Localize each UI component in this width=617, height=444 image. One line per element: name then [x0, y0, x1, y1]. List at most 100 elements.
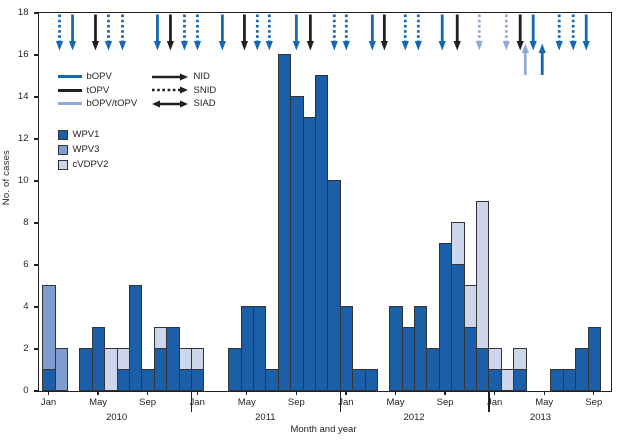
bar-segment-wpv1 — [277, 54, 292, 391]
bar-segment-wpv1 — [562, 369, 577, 391]
campaign-arrows-layer — [55, 14, 590, 75]
bar-segment-wpv3 — [42, 285, 56, 370]
x-tick — [246, 391, 248, 395]
y-tick-label: 8 — [23, 217, 29, 228]
bar-segment-wpv1 — [240, 306, 254, 391]
campaign-arrow-bOPV-SNID — [193, 14, 201, 51]
legend-item-siad: SIAD — [151, 97, 217, 111]
y-tick — [33, 348, 38, 350]
bar-segment-wpv1 — [129, 285, 143, 391]
bar-segment-cvdpv2 — [191, 348, 205, 370]
bar-segment-wpv1 — [513, 369, 527, 391]
y-tick — [33, 12, 38, 14]
x-tick-label: Jan — [486, 397, 503, 408]
bar-segment-wpv1 — [228, 348, 242, 391]
legend-item-bopv-topv: bOPV/tOPV — [57, 97, 137, 111]
campaign-arrow-tOPV-NID — [166, 14, 174, 51]
y-tick — [33, 96, 38, 98]
bar-segment-wpv1 — [166, 327, 180, 391]
y-tick-label: 18 — [17, 7, 29, 18]
y-tick-label: 14 — [17, 91, 29, 102]
campaign-arrow-bOPV-SNID — [555, 14, 563, 51]
bar-segment-wpv1 — [401, 327, 416, 391]
bar-segment-wpv1 — [91, 327, 106, 391]
campaign-arrow-bOPV-NID — [292, 14, 300, 51]
campaign-arrow-bOPV-NID — [153, 14, 161, 51]
legend-line-swatch — [57, 88, 82, 92]
x-tick — [494, 391, 496, 395]
year-separator — [339, 391, 341, 412]
x-tick — [97, 391, 99, 395]
campaign-arrow-bOPV-NID — [368, 14, 376, 51]
y-tick — [33, 306, 38, 308]
x-tick — [444, 391, 446, 395]
bar-segment-wpv1 — [42, 369, 56, 391]
year-separator — [191, 391, 193, 412]
bar-segment-cvdpv2 — [500, 369, 515, 391]
bar-segment-cvdpv2 — [463, 285, 478, 328]
y-tick-label: 4 — [23, 301, 29, 312]
bar-segment-cvdpv2 — [116, 348, 131, 370]
bar-segment-wpv1 — [252, 306, 267, 391]
bar-segment-cvdpv2 — [178, 348, 192, 370]
campaign-arrow-bOPV-tOPV-SNID — [475, 14, 483, 51]
legend-item-topv: tOPV — [57, 84, 138, 98]
bar-segment-wpv1 — [414, 306, 428, 391]
campaign-arrow-bOPV-NID — [529, 14, 537, 51]
x-tick — [345, 391, 347, 395]
x-tick-label: Sep — [139, 397, 157, 408]
x-tick — [47, 391, 50, 395]
legend-item-nid: NID — [151, 70, 217, 84]
campaign-arrow-bOPV-NID — [582, 14, 590, 51]
legend-label: cVDPV2 — [72, 159, 109, 170]
legend-square-swatch — [57, 129, 68, 140]
campaign-arrow-bOPV-NID — [218, 14, 226, 51]
campaign-arrow-bOPV-SNID — [265, 14, 273, 51]
x-tick-label: May — [386, 397, 405, 408]
legend-campaign-types: NID SNID SIAD — [151, 70, 217, 111]
bar-segment-wpv1 — [389, 306, 403, 391]
legend-item-wpv1: WPV1 — [57, 127, 109, 142]
campaign-arrow-tOPV-NID — [380, 14, 388, 51]
x-tick-label: Jan — [40, 397, 57, 408]
bar-segment-wpv1 — [575, 348, 589, 391]
bar-segment-cvdpv2 — [104, 348, 118, 391]
bar-segment-wpv1 — [116, 369, 131, 391]
campaign-arrow-bOPV-NID — [68, 14, 76, 51]
bar-segment-wpv1 — [339, 306, 354, 391]
year-label: 2013 — [529, 412, 552, 423]
x-tick — [147, 391, 149, 395]
campaign-arrow-bOPV-NID — [438, 14, 446, 51]
campaign-arrow-bOPV-tOPV-SIAD — [521, 43, 529, 75]
plot-area: bOPV tOPV bOPV/tOPV NID SNID SIAD WPV1 WPV3 cV… — [18, 8, 612, 423]
x-tick-label: Sep — [585, 397, 603, 408]
year-label: 2011 — [255, 412, 276, 423]
bar-segment-wpv1 — [352, 369, 366, 391]
bar-segment-wpv1 — [141, 369, 155, 391]
x-tick — [295, 391, 297, 395]
bar-segment-wpv1 — [327, 180, 341, 391]
y-tick — [33, 180, 38, 182]
x-axis-title: Month and year — [290, 424, 357, 435]
legend-label: SNID — [193, 84, 217, 96]
x-tick-label: May — [535, 397, 554, 408]
bar-segment-wpv1 — [451, 264, 465, 391]
bar-segment-wpv1 — [476, 348, 490, 391]
x-tick-label: May — [89, 397, 108, 408]
x-tick-label: Sep — [436, 397, 454, 408]
x-tick — [543, 391, 545, 395]
legend-line-swatch — [57, 75, 82, 79]
year-separator — [488, 391, 490, 412]
bar-segment-wpv3 — [54, 348, 69, 391]
bar-segment-cvdpv2 — [153, 327, 168, 349]
nid-arrow-icon — [151, 73, 188, 81]
campaign-arrow-bOPV-SNID — [118, 14, 126, 51]
bar-segment-wpv1 — [587, 327, 601, 391]
y-tick — [33, 138, 38, 140]
snid-arrow-icon — [151, 86, 188, 94]
year-label: 2012 — [403, 412, 425, 423]
legend-series: WPV1 WPV3 cVDPV2 — [57, 127, 109, 172]
y-tick-label: 0 — [23, 385, 29, 396]
x-tick — [196, 391, 198, 395]
